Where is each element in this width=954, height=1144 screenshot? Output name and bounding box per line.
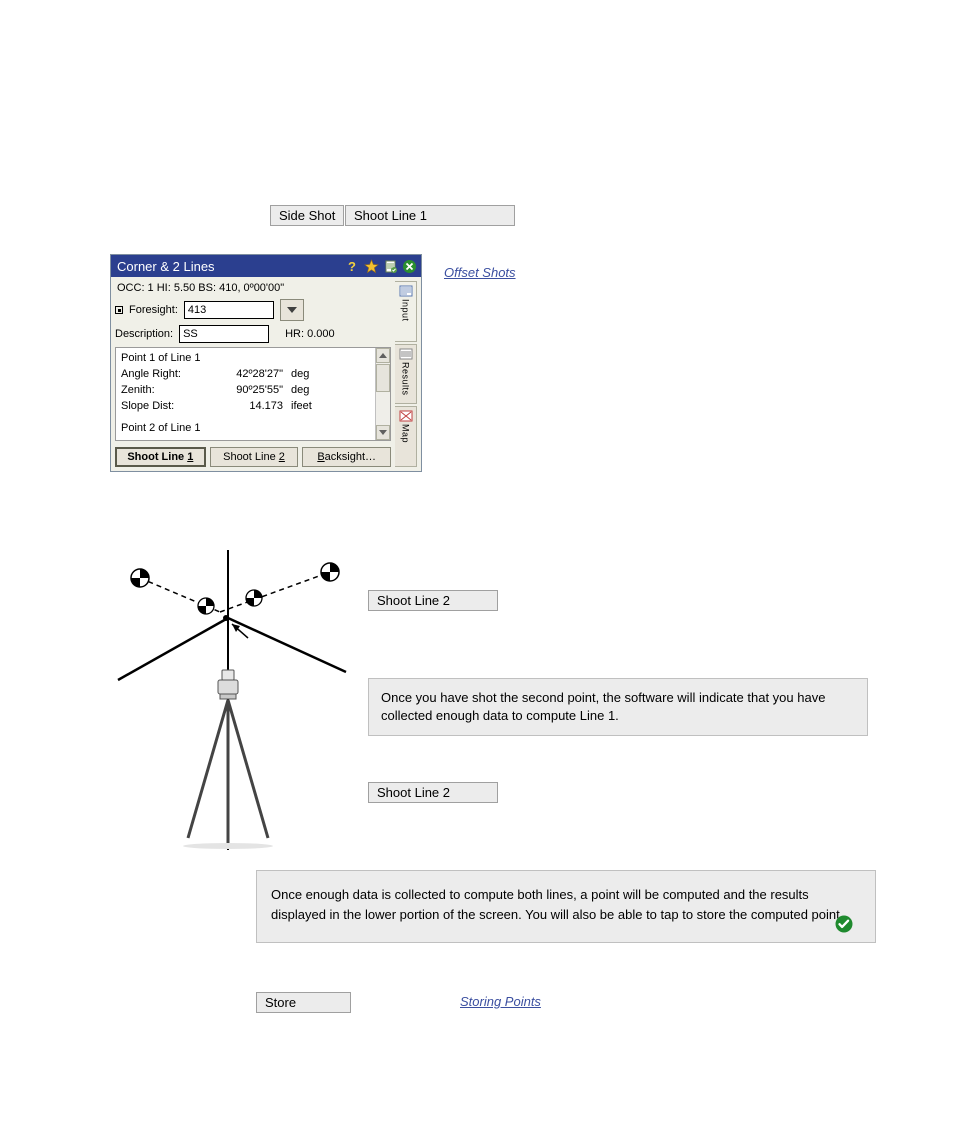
link-offset-shots[interactable]: Offset Shots — [444, 265, 516, 280]
corner-2-lines-window: Corner & 2 Lines ? OCC: 1 HI: 5.50 BS: 4… — [110, 254, 422, 472]
scroll-up-icon[interactable] — [376, 348, 390, 363]
foresight-label: Foresight: — [129, 304, 178, 316]
label-shoot-line-2-a: Shoot Line 2 — [368, 590, 498, 611]
label-shoot-line-1: Shoot Line 1 — [345, 205, 515, 226]
foresight-input[interactable] — [184, 301, 274, 319]
scroll-thumb[interactable] — [376, 364, 390, 392]
tab-label: Map — [401, 424, 411, 443]
favorite-icon[interactable] — [364, 259, 379, 274]
window-title: Corner & 2 Lines — [117, 259, 215, 274]
ok-check-icon — [835, 915, 853, 939]
tab-label: Results — [401, 362, 411, 396]
step4-result-note: Once you have shot the second point, the… — [368, 678, 868, 736]
readout-row: Slope Dist: 14.173 ifeet — [121, 399, 372, 415]
label-side-shot: Side Shot — [270, 205, 344, 226]
tab-input[interactable]: Input — [395, 281, 417, 342]
hr-label: HR: 0.000 — [285, 328, 335, 340]
label-shoot-line-2-b: Shoot Line 2 — [368, 782, 498, 803]
close-icon[interactable] — [402, 259, 417, 274]
help-icon[interactable]: ? — [345, 259, 360, 274]
shoot-line-1-button[interactable]: Shoot Line 1 — [115, 447, 206, 467]
readout-panel: Point 1 of Line 1 Angle Right: 42º28'27"… — [115, 347, 391, 441]
point-marker-icon — [115, 306, 123, 314]
readout-header-1: Point 1 of Line 1 — [121, 351, 372, 367]
tab-results[interactable]: Results — [395, 344, 417, 405]
description-label: Description: — [115, 328, 173, 340]
scroll-down-icon[interactable] — [376, 425, 390, 440]
backsight-button[interactable]: Backsight… — [302, 447, 391, 467]
titlebar: Corner & 2 Lines ? — [111, 255, 421, 277]
description-input[interactable] — [179, 325, 269, 343]
readout-row: Angle Right: 42º28'27" deg — [121, 367, 372, 383]
compute-result-note: Once enough data is collected to compute… — [256, 870, 876, 943]
readout-row: Zenith: 90º25'55" deg — [121, 383, 372, 399]
clipboard-icon[interactable] — [383, 259, 398, 274]
scrollbar[interactable] — [375, 348, 390, 440]
foresight-dropdown-button[interactable] — [280, 299, 304, 321]
tab-map[interactable]: Map — [395, 406, 417, 467]
label-store: Store — [256, 992, 351, 1013]
svg-text:?: ? — [348, 259, 356, 274]
tab-label: Input — [401, 299, 411, 322]
readout-header-2: Point 2 of Line 1 — [121, 421, 372, 437]
survey-diagram — [100, 540, 360, 860]
link-storing-points[interactable]: Storing Points — [460, 994, 541, 1009]
shoot-line-2-button[interactable]: Shoot Line 2 — [210, 447, 299, 467]
status-line: OCC: 1 HI: 5.50 BS: 410, 0º00'00" — [115, 281, 391, 295]
